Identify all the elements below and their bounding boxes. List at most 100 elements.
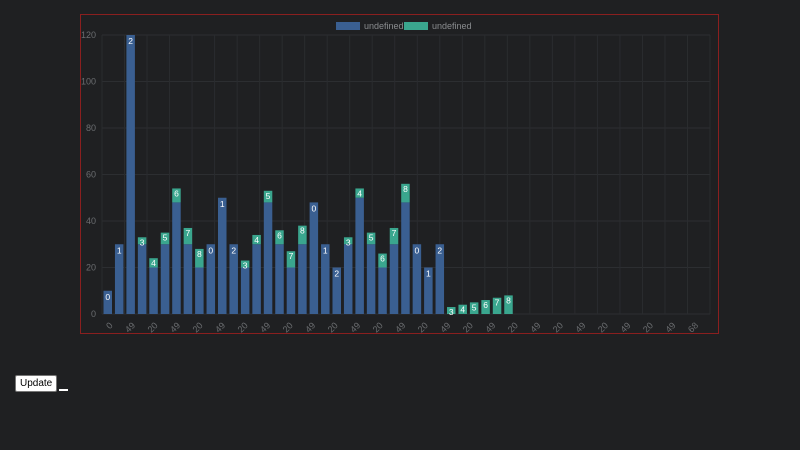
bar-segment-series-2[interactable]: [492, 297, 502, 314]
bar-segment-series-1[interactable]: [218, 197, 227, 314]
data-label: 0: [311, 203, 316, 213]
bar-segment-series-2[interactable]: [343, 237, 353, 245]
small-toggle[interactable]: [59, 389, 69, 391]
bars: [103, 35, 513, 315]
bar-segment-series-1[interactable]: [332, 267, 342, 315]
x-tick-label: 20: [146, 320, 160, 334]
bar-segment-series-2[interactable]: [389, 227, 399, 245]
x-tick-label: 49: [393, 320, 407, 334]
x-tick-label: 20: [236, 320, 250, 334]
data-label: 3: [346, 237, 351, 247]
bar-segment-series-1[interactable]: [149, 267, 158, 315]
bar-segment-series-1[interactable]: [252, 244, 261, 314]
data-label: 8: [300, 226, 305, 236]
legend-swatch[interactable]: [404, 22, 428, 30]
bar-segment-series-1[interactable]: [389, 244, 399, 314]
bar-segment-series-2[interactable]: [401, 183, 410, 203]
x-tick-label: 20: [326, 320, 340, 334]
data-label: 2: [437, 245, 442, 255]
bar-segment-series-2[interactable]: [286, 251, 296, 268]
bar-segment-series-2[interactable]: [240, 260, 250, 268]
bar-segment-series-1[interactable]: [378, 267, 387, 315]
bar-segment-series-1[interactable]: [309, 202, 319, 314]
x-tick-label: 49: [303, 320, 317, 334]
bar-segment-series-2[interactable]: [447, 307, 456, 314]
bar-segment-series-2[interactable]: [172, 188, 181, 203]
bar-segment-series-2[interactable]: [160, 232, 170, 245]
data-label: 3: [140, 237, 145, 247]
bar-segment-series-2[interactable]: [137, 237, 147, 245]
bar-segment-series-2[interactable]: [355, 188, 364, 198]
bar-segment-series-2[interactable]: [149, 258, 158, 268]
data-label: 8: [197, 249, 202, 259]
bar-segment-series-1[interactable]: [195, 267, 204, 315]
data-label: 2: [334, 269, 339, 279]
data-label: 4: [254, 235, 259, 245]
x-tick-label: 20: [416, 320, 430, 334]
legend[interactable]: undefined undefined: [336, 21, 472, 31]
bar-segment-series-2[interactable]: [252, 234, 261, 245]
bar-segment-series-2[interactable]: [366, 232, 376, 245]
data-label: 6: [174, 188, 179, 198]
bar-segment-series-1[interactable]: [412, 244, 422, 314]
bar-segment-series-2[interactable]: [298, 225, 307, 245]
x-tick-label: 68: [686, 320, 700, 334]
x-tick-label: 49: [663, 320, 677, 334]
bar-segment-series-1[interactable]: [126, 35, 135, 314]
y-tick-label: 60: [86, 170, 96, 180]
bar-segment-series-2[interactable]: [378, 253, 387, 268]
x-tick-label: 49: [438, 320, 452, 334]
legend-label[interactable]: undefined: [364, 21, 404, 31]
legend-swatch[interactable]: [336, 22, 360, 30]
data-label: 0: [415, 245, 420, 255]
bar-segment-series-2[interactable]: [469, 302, 479, 314]
bar-segment-series-2[interactable]: [263, 190, 273, 203]
bar-segment-series-1[interactable]: [366, 244, 376, 314]
y-tick-label: 0: [91, 309, 96, 319]
data-label: 4: [460, 305, 465, 315]
x-tick-label: 0: [104, 320, 115, 331]
y-tick-label: 80: [86, 123, 96, 133]
x-tick-label: 20: [641, 320, 655, 334]
data-label: 7: [289, 251, 294, 261]
bar-segment-series-1[interactable]: [103, 290, 113, 314]
bar-segment-series-2[interactable]: [458, 304, 467, 314]
bar-segment-series-1[interactable]: [172, 202, 181, 314]
bar-segment-series-1[interactable]: [355, 197, 364, 314]
data-label: 7: [186, 228, 191, 238]
bar-segment-series-1[interactable]: [183, 244, 193, 314]
bar-segment-series-1[interactable]: [435, 244, 445, 314]
bar-segment-series-1[interactable]: [424, 267, 433, 315]
data-label: 1: [323, 245, 328, 255]
bar-segment-series-1[interactable]: [206, 244, 216, 314]
data-label: 3: [243, 261, 248, 271]
bar-segment-series-1[interactable]: [240, 267, 250, 315]
x-tick-label: 20: [596, 320, 610, 334]
bar-segment-series-1[interactable]: [401, 202, 410, 314]
bar-segment-series-1[interactable]: [298, 244, 307, 314]
bar-segment-series-1[interactable]: [275, 244, 284, 314]
bar-segment-series-1[interactable]: [343, 244, 353, 314]
bar-segment-series-1[interactable]: [321, 244, 330, 314]
x-tick-label: 20: [371, 320, 385, 334]
x-tick-label: 49: [528, 320, 542, 334]
x-tick-label: 49: [618, 320, 632, 334]
x-tick-label: 49: [348, 320, 362, 334]
bar-segment-series-2[interactable]: [275, 230, 284, 245]
bar-segment-series-2[interactable]: [504, 295, 513, 314]
x-tick-label: 20: [461, 320, 475, 334]
data-label: 0: [208, 245, 213, 255]
bar-segment-series-2[interactable]: [195, 248, 204, 268]
bar-segment-series-1[interactable]: [114, 244, 124, 314]
bar-segment-series-1[interactable]: [229, 244, 238, 314]
bar-segment-series-1[interactable]: [137, 244, 147, 314]
bar-segment-series-1[interactable]: [286, 267, 296, 315]
bar-segment-series-2[interactable]: [183, 227, 193, 245]
legend-label[interactable]: undefined: [432, 21, 472, 31]
bar-segment-series-2[interactable]: [481, 300, 490, 314]
bar-segment-series-1[interactable]: [263, 202, 273, 314]
bar-segment-series-1[interactable]: [160, 244, 170, 314]
data-label: 5: [369, 233, 374, 243]
update-button[interactable]: Update: [15, 375, 58, 392]
